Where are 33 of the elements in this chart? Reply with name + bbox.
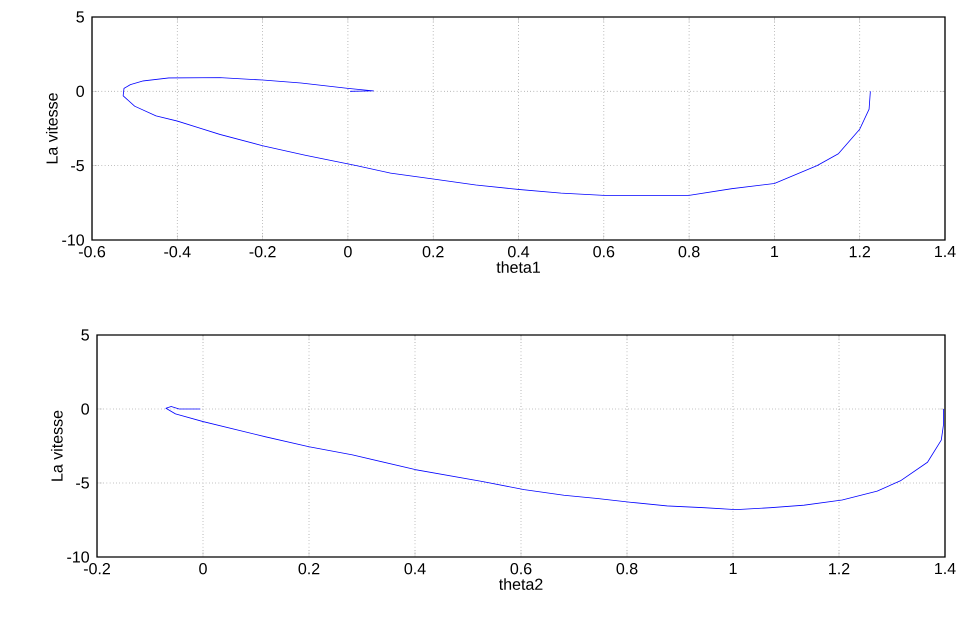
y-tick-label: 0 <box>81 403 90 415</box>
x-tick-label: 0.8 <box>616 563 638 574</box>
x-tick-label: 0.2 <box>298 563 320 574</box>
y-tick-label: -5 <box>76 477 89 489</box>
x-tick-label: -0.2 <box>250 246 276 258</box>
x-tick-label: 1.2 <box>850 246 870 258</box>
x-tick-label: 0.4 <box>508 246 530 258</box>
x-tick-label: 0.6 <box>593 246 614 258</box>
x-tick-label: 0 <box>199 563 207 574</box>
x-tick-label: 1.4 <box>935 563 956 574</box>
x-tick-label: -0.4 <box>164 246 191 258</box>
x-tick-label: 0.2 <box>422 246 444 258</box>
y-axis-title: La vitesse <box>46 93 58 164</box>
x-tick-label: 0.8 <box>678 246 700 258</box>
y-axis-title: La vitesse <box>50 410 63 481</box>
y-tick-label: 5 <box>81 329 89 341</box>
y-tick-label: -5 <box>71 160 84 172</box>
x-tick-label: 0.6 <box>510 563 532 574</box>
x-tick-label: -0.6 <box>78 246 106 258</box>
x-tick-label: -0.2 <box>84 563 110 574</box>
x-axis-title: theta2 <box>499 578 542 590</box>
y-tick-label: -10 <box>67 551 90 563</box>
x-tick-label: 0 <box>344 246 352 258</box>
line-series <box>166 406 944 510</box>
x-tick-label: 1 <box>771 246 778 258</box>
x-axis-title: theta1 <box>496 261 540 273</box>
x-tick-label: 1.2 <box>829 563 850 574</box>
x-tick-label: 0.4 <box>404 563 426 574</box>
x-tick-label: 1 <box>730 563 737 574</box>
x-tick-label: 1.4 <box>935 246 956 258</box>
y-tick-label: 5 <box>76 11 84 23</box>
y-tick-label: 0 <box>76 86 84 97</box>
y-tick-label: -10 <box>62 234 84 246</box>
